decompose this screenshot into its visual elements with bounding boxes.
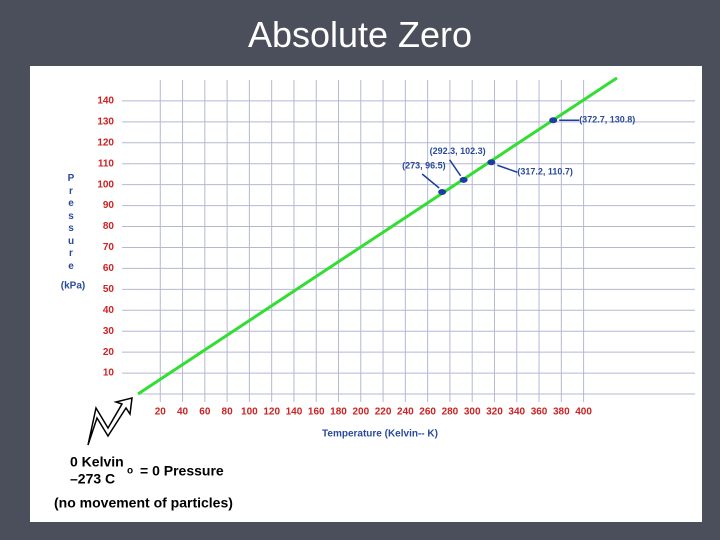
x-axis-label: Temperature (Kelvin-- K) bbox=[322, 429, 438, 440]
y-tick-label: 110 bbox=[98, 158, 115, 169]
data-point bbox=[487, 159, 496, 166]
point-label: (292.3, 102.3) bbox=[430, 146, 486, 156]
data-point bbox=[549, 117, 558, 124]
x-tick-label: 340 bbox=[508, 407, 525, 418]
x-tick-label: 80 bbox=[222, 407, 234, 418]
y-tick-label: 120 bbox=[97, 137, 114, 148]
x-tick-label: 380 bbox=[553, 407, 570, 418]
x-tick-label: 240 bbox=[397, 407, 414, 418]
x-tick-label: 320 bbox=[486, 407, 503, 418]
y-tick-label: 10 bbox=[103, 368, 115, 379]
y-axis-label: Pressure bbox=[67, 173, 75, 272]
x-tick-label: 280 bbox=[442, 407, 459, 418]
x-tick-label: 160 bbox=[308, 407, 325, 418]
pointer bbox=[421, 173, 440, 189]
data-line bbox=[137, 76, 618, 396]
data-point bbox=[459, 176, 468, 183]
annotation: –273 C bbox=[70, 471, 115, 487]
x-tick-label: 40 bbox=[177, 407, 189, 418]
x-tick-label: 180 bbox=[330, 407, 347, 418]
data-point bbox=[438, 188, 447, 195]
y-tick-label: 90 bbox=[103, 200, 115, 211]
annotation: = 0 Pressure bbox=[140, 463, 224, 479]
y-tick-label: 70 bbox=[103, 242, 115, 253]
y-tick-label: 40 bbox=[103, 305, 115, 316]
x-tick-label: 140 bbox=[286, 407, 303, 418]
x-tick-label: 260 bbox=[419, 407, 436, 418]
y-tick-label: 60 bbox=[103, 263, 115, 274]
zigzag-arrow bbox=[87, 397, 133, 446]
y-tick-label: 80 bbox=[103, 221, 115, 232]
x-tick-label: 100 bbox=[241, 407, 258, 418]
annotation: o bbox=[127, 466, 133, 477]
x-tick-label: 360 bbox=[531, 407, 548, 418]
y-tick-label: 50 bbox=[103, 284, 115, 295]
y-tick-label: 130 bbox=[97, 117, 114, 128]
y-tick-label: 20 bbox=[103, 347, 115, 358]
pointer bbox=[497, 164, 518, 173]
point-label: (372.7, 130.8) bbox=[579, 115, 635, 125]
x-tick-label: 20 bbox=[155, 407, 167, 418]
y-tick-label: 100 bbox=[97, 179, 114, 190]
y-tick-label: 30 bbox=[103, 326, 115, 337]
x-tick-label: 60 bbox=[199, 407, 211, 418]
x-tick-label: 120 bbox=[263, 407, 280, 418]
slide-title: Absolute Zero bbox=[247, 14, 473, 55]
y-axis-unit: (kPa) bbox=[61, 281, 85, 292]
pointer bbox=[449, 159, 462, 177]
y-tick-label: 140 bbox=[97, 96, 114, 107]
x-tick-label: 220 bbox=[375, 407, 392, 418]
x-tick-label: 300 bbox=[464, 407, 481, 418]
panel bbox=[30, 66, 702, 522]
annotation: 0 Kelvin bbox=[70, 454, 124, 470]
x-tick-label: 400 bbox=[575, 407, 592, 418]
point-label: (317.2, 110.7) bbox=[517, 167, 573, 177]
annotation: (no movement of particles) bbox=[54, 495, 233, 511]
point-label: (273, 96.5) bbox=[402, 160, 446, 170]
x-tick-label: 200 bbox=[352, 407, 369, 418]
